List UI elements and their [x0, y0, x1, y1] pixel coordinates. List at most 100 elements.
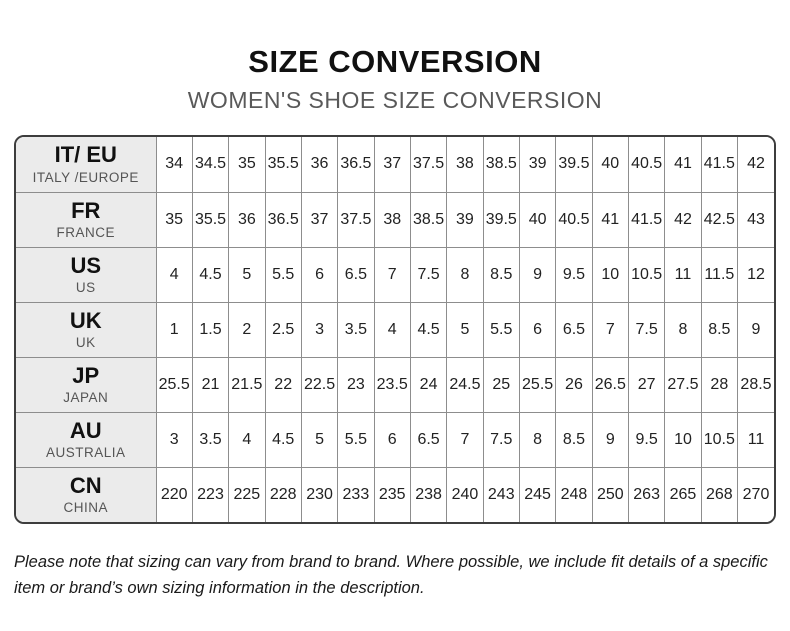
sizing-footnote: Please note that sizing can vary from br…	[14, 553, 768, 597]
size-cell: 263	[628, 467, 666, 522]
size-cell: 40	[592, 137, 629, 193]
table-row: FR FRANCE 35 35.5 36 36.5 37 37.5 38 38.5 39 39.5 40…	[16, 192, 774, 248]
size-cell: 5	[228, 247, 266, 303]
size-cell: 228	[265, 467, 302, 522]
row-code-label: FR	[71, 197, 101, 223]
size-cell: 42.5	[701, 192, 739, 248]
row-region-label: FRANCE	[56, 224, 115, 240]
size-cell: 3.5	[192, 412, 230, 468]
size-cell: 2.5	[265, 302, 302, 358]
row-code-label: JP	[72, 362, 100, 388]
row-region-label: AUSTRALIA	[45, 444, 126, 460]
size-cell: 7.5	[628, 302, 666, 358]
row-code-label: US	[70, 252, 102, 278]
size-cell: 28.5	[737, 357, 774, 413]
size-cell: 27.5	[664, 357, 702, 413]
size-cell: 233	[337, 467, 375, 522]
size-cell: 11.5	[701, 247, 739, 303]
row-header-france: FR FRANCE	[16, 192, 157, 248]
size-cell: 40.5	[628, 137, 666, 193]
size-cell: 2	[228, 302, 266, 358]
size-conversion-table: IT/ EU ITALY /EUROPE 34 34.5 35 35.5 36 36.5 37 3…	[16, 137, 774, 522]
size-cell: 26.5	[592, 357, 629, 413]
size-cell: 6	[519, 302, 557, 358]
size-cell: 39	[519, 137, 557, 193]
size-cell: 6.5	[410, 412, 448, 468]
size-cell: 36	[301, 137, 339, 193]
size-cell: 23.5	[374, 357, 411, 413]
size-cell: 7.5	[483, 412, 520, 468]
row-header-japan: JP JAPAN	[16, 357, 157, 413]
size-cell: 250	[592, 467, 629, 522]
size-cell: 230	[301, 467, 339, 522]
size-cell: 37.5	[337, 192, 375, 248]
size-cell: 5.5	[337, 412, 375, 468]
size-cell: 265	[664, 467, 702, 522]
size-cell: 9	[737, 302, 774, 358]
size-cell: 8.5	[555, 412, 593, 468]
size-cell: 6.5	[555, 302, 593, 358]
size-cell: 38	[374, 192, 411, 248]
size-cell: 6	[374, 412, 411, 468]
row-header-uk: UK UK	[16, 302, 157, 358]
size-cell: 38.5	[410, 192, 448, 248]
size-cell: 21.5	[228, 357, 266, 413]
size-cell: 3	[301, 302, 339, 358]
size-cell: 26	[555, 357, 593, 413]
size-cell: 245	[519, 467, 557, 522]
row-region-label: CHINA	[63, 500, 108, 516]
size-cell: 5.5	[265, 247, 302, 303]
size-cell: 35.5	[192, 192, 230, 248]
size-cell: 11	[737, 412, 774, 468]
size-cell: 4	[228, 412, 266, 468]
size-cell: 10	[664, 412, 702, 468]
size-cell: 4	[374, 302, 411, 358]
size-cell: 39	[446, 192, 484, 248]
size-cell: 4.5	[265, 412, 302, 468]
size-cell: 5	[446, 302, 484, 358]
size-cell: 35.5	[265, 137, 302, 193]
size-cell: 3.5	[337, 302, 375, 358]
size-cell: 4	[156, 247, 193, 303]
size-cell: 27	[628, 357, 666, 413]
size-cell: 5.5	[483, 302, 520, 358]
size-cell: 39.5	[555, 137, 593, 193]
size-cell: 8.5	[483, 247, 520, 303]
row-region-label: ITALY /EUROPE	[32, 169, 139, 185]
table-row: US US 4 4.5 5 5.5 6 6.5 7 7.5 8 8.5 9 9.5 10 10.5 11 11.5…	[16, 247, 774, 303]
size-cell: 7.5	[410, 247, 448, 303]
size-cell: 39.5	[483, 192, 520, 248]
row-code-label: IT/ EU	[54, 142, 117, 168]
row-header-china: CN CHINA	[16, 467, 157, 522]
page-title: SIZE CONVERSION	[248, 44, 542, 79]
size-cell: 25.5	[519, 357, 557, 413]
table-row: IT/ EU ITALY /EUROPE 34 34.5 35 35.5 36 36.5 37 3…	[16, 137, 774, 193]
size-cell: 41.5	[628, 192, 666, 248]
size-cell: 7	[592, 302, 629, 358]
size-cell: 10.5	[628, 247, 666, 303]
row-code-label: UK	[69, 307, 102, 333]
size-cell: 6	[301, 247, 339, 303]
table-row: CN CHINA 220 223 225 228 230 233 235 238 240 243 245…	[16, 467, 774, 522]
size-cell: 10.5	[701, 412, 739, 468]
size-cell: 248	[555, 467, 593, 522]
size-cell: 36.5	[265, 192, 302, 248]
size-conversion-table-body: IT/ EU ITALY /EUROPE 34 34.5 35 35.5 36 36.5 37 3…	[16, 137, 774, 522]
table-row: JP JAPAN 25.5 21 21.5 22 22.5 23 23.5 24 24.5 25 25.…	[16, 357, 774, 413]
size-cell: 9.5	[628, 412, 666, 468]
size-cell: 8	[519, 412, 557, 468]
size-cell: 1	[156, 302, 193, 358]
row-header-us: US US	[16, 247, 157, 303]
size-cell: 243	[483, 467, 520, 522]
size-cell: 22	[265, 357, 302, 413]
size-cell: 36.5	[337, 137, 375, 193]
size-cell: 4.5	[410, 302, 448, 358]
size-cell: 24.5	[446, 357, 484, 413]
row-region-label: US	[75, 279, 96, 295]
size-cell: 240	[446, 467, 484, 522]
size-cell: 34	[156, 137, 193, 193]
size-cell: 22.5	[301, 357, 339, 413]
size-cell: 43	[737, 192, 774, 248]
row-header-italy-europe: IT/ EU ITALY /EUROPE	[16, 137, 157, 193]
